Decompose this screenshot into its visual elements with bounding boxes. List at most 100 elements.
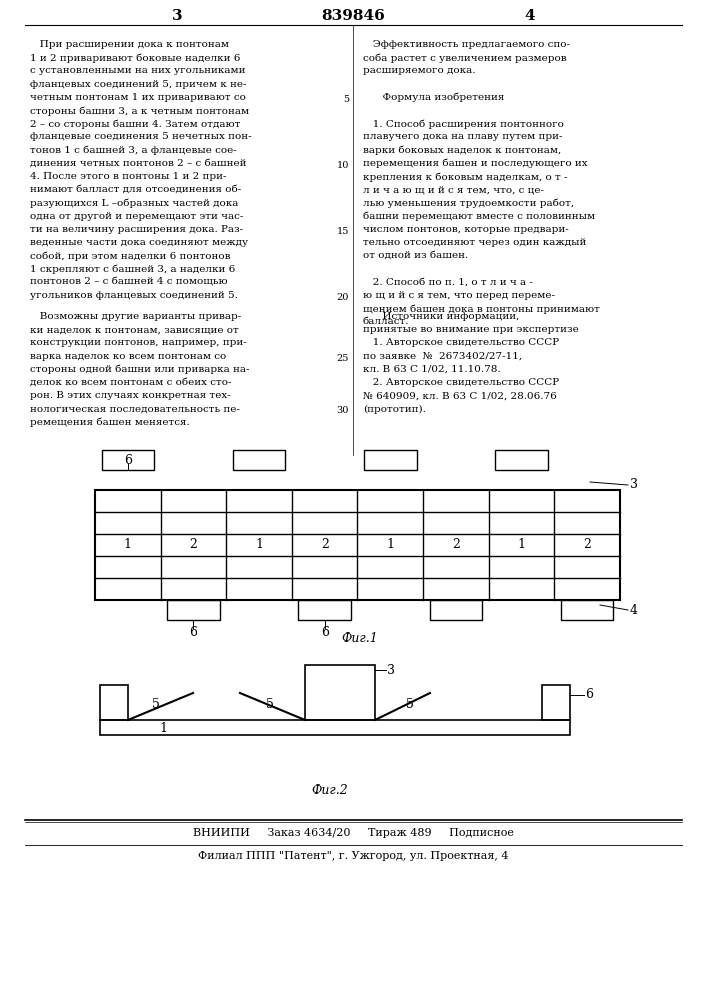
Text: с установленными на них угольниками: с установленными на них угольниками [30, 66, 245, 75]
Text: веденные части дока соединяют между: веденные части дока соединяют между [30, 238, 248, 247]
Text: 2 – со стороны башни 4. Затем отдают: 2 – со стороны башни 4. Затем отдают [30, 119, 240, 129]
Bar [100, 720, 570, 735]
Text: плавучего дока на плаву путем при-: плавучего дока на плаву путем при- [363, 132, 563, 141]
Text: 2: 2 [583, 538, 591, 552]
Text: При расширении дока к понтонам: При расширении дока к понтонам [30, 40, 229, 49]
Text: 1. Авторское свидетельство СССР: 1. Авторское свидетельство СССР [363, 338, 559, 347]
Text: Фиг.2: Фиг.2 [312, 784, 349, 796]
Text: 6: 6 [321, 626, 329, 639]
Text: фланцевых соединений 5, причем к не-: фланцевых соединений 5, причем к не- [30, 80, 247, 89]
Text: 1: 1 [518, 538, 525, 552]
Text: 20: 20 [337, 293, 349, 302]
Text: расширяемого дока.: расширяемого дока. [363, 66, 476, 75]
Text: четным понтонам 1 их приваривают со: четным понтонам 1 их приваривают со [30, 93, 246, 102]
Bar [561, 600, 614, 620]
Text: угольников фланцевых соединений 5.: угольников фланцевых соединений 5. [30, 291, 238, 300]
Text: 2: 2 [189, 538, 197, 552]
Text: конструкции понтонов, например, при-: конструкции понтонов, например, при- [30, 338, 247, 347]
Text: принятые во внимание при экспертизе: принятые во внимание при экспертизе [363, 325, 579, 334]
Bar [102, 450, 154, 470]
Text: ки наделок к понтонам, зависящие от: ки наделок к понтонам, зависящие от [30, 325, 239, 334]
Text: Возможны другие варианты привар-: Возможны другие варианты привар- [30, 312, 241, 321]
Text: стороны одной башни или приварка на-: стороны одной башни или приварка на- [30, 365, 250, 374]
Text: 1 и 2 приваривают боковые наделки 6: 1 и 2 приваривают боковые наделки 6 [30, 53, 240, 63]
Text: стороны башни 3, а к четным понтонам: стороны башни 3, а к четным понтонам [30, 106, 249, 115]
Text: собой, при этом наделки 6 понтонов: собой, при этом наделки 6 понтонов [30, 251, 230, 261]
Bar [100, 685, 128, 720]
Text: 5: 5 [343, 95, 349, 104]
Bar [167, 600, 220, 620]
Text: тельно отсоединяют через один каждый: тельно отсоединяют через один каждый [363, 238, 586, 247]
Text: числом понтонов, которые предвари-: числом понтонов, которые предвари- [363, 225, 568, 234]
Text: ю щ и й с я тем, что перед переме-: ю щ и й с я тем, что перед переме- [363, 291, 555, 300]
Bar [95, 490, 620, 600]
Text: (прототип).: (прототип). [363, 404, 426, 414]
Bar [430, 600, 482, 620]
Text: 5: 5 [266, 698, 274, 710]
Text: балласт.: балласт. [363, 317, 409, 326]
Bar [542, 685, 570, 720]
Text: 4: 4 [630, 603, 638, 616]
Bar [233, 450, 286, 470]
Text: нимают балласт для отсоединения об-: нимают балласт для отсоединения об- [30, 185, 241, 194]
Text: фланцевые соединения 5 нечетных пон-: фланцевые соединения 5 нечетных пон- [30, 132, 252, 141]
Text: Фиг.1: Фиг.1 [341, 632, 378, 645]
Text: 3: 3 [387, 664, 395, 676]
Text: перемещения башен и последующего их: перемещения башен и последующего их [363, 159, 588, 168]
Text: 10: 10 [337, 161, 349, 170]
Text: от одной из башен.: от одной из башен. [363, 251, 468, 260]
Text: 30: 30 [337, 406, 349, 415]
Text: 1 скрепляют с башней 3, а наделки 6: 1 скрепляют с башней 3, а наделки 6 [30, 264, 235, 274]
Text: 1: 1 [255, 538, 263, 552]
Text: 5: 5 [152, 698, 160, 710]
Text: 1: 1 [124, 538, 132, 552]
Text: башни перемещают вместе с половинным: башни перемещают вместе с половинным [363, 212, 595, 221]
Text: 5: 5 [406, 698, 414, 710]
Text: л и ч а ю щ и й с я тем, что, с це-: л и ч а ю щ и й с я тем, что, с це- [363, 185, 544, 194]
Bar [364, 450, 416, 470]
Text: № 640909, кл. В 63 С 1/02, 28.06.76: № 640909, кл. В 63 С 1/02, 28.06.76 [363, 391, 556, 400]
Text: 2: 2 [452, 538, 460, 552]
Text: 6: 6 [124, 454, 132, 466]
Text: 1. Способ расширения понтонного: 1. Способ расширения понтонного [363, 119, 564, 129]
Text: Источники информации,: Источники информации, [363, 312, 520, 321]
Text: щением башен дока в понтоны принимают: щением башен дока в понтоны принимают [363, 304, 600, 314]
Text: делок ко всем понтонам с обеих сто-: делок ко всем понтонам с обеих сто- [30, 378, 231, 387]
Text: ремещения башен меняется.: ремещения башен меняется. [30, 418, 189, 427]
Text: 1: 1 [386, 538, 395, 552]
Bar [496, 450, 548, 470]
Bar [305, 665, 375, 720]
Bar [298, 600, 351, 620]
Text: 25: 25 [337, 354, 349, 363]
Text: 4. После этого в понтоны 1 и 2 при-: 4. После этого в понтоны 1 и 2 при- [30, 172, 226, 181]
Text: кл. В 63 С 1/02, 11.10.78.: кл. В 63 С 1/02, 11.10.78. [363, 365, 501, 374]
Text: 6: 6 [585, 688, 593, 702]
Text: соба растет с увеличением размеров: соба растет с увеличением размеров [363, 53, 566, 63]
Text: 15: 15 [337, 227, 349, 236]
Text: 2. Способ по п. 1, о т л и ч а -: 2. Способ по п. 1, о т л и ч а - [363, 278, 533, 287]
Text: 839846: 839846 [321, 9, 385, 23]
Text: тонов 1 с башней 3, а фланцевые сое-: тонов 1 с башней 3, а фланцевые сое- [30, 146, 237, 155]
Text: 2: 2 [321, 538, 329, 552]
Text: 1: 1 [159, 722, 167, 734]
Text: 3: 3 [630, 479, 638, 491]
Text: нологическая последовательность пе-: нологическая последовательность пе- [30, 404, 240, 413]
Text: варки боковых наделок к понтонам,: варки боковых наделок к понтонам, [363, 146, 561, 155]
Text: 3: 3 [172, 9, 182, 23]
Text: понтонов 2 – с башней 4 с помощью: понтонов 2 – с башней 4 с помощью [30, 278, 228, 287]
Text: варка наделок ко всем понтонам со: варка наделок ко всем понтонам со [30, 352, 226, 361]
Text: рон. В этих случаях конкретная тех-: рон. В этих случаях конкретная тех- [30, 391, 230, 400]
Text: Филиал ППП "Патент", г. Ужгород, ул. Проектная, 4: Филиал ППП "Патент", г. Ужгород, ул. Про… [198, 851, 508, 861]
Text: динения четных понтонов 2 – с башней: динения четных понтонов 2 – с башней [30, 159, 247, 168]
Text: 6: 6 [189, 626, 197, 639]
Text: 4: 4 [525, 9, 535, 23]
Text: ти на величину расширения дока. Раз-: ти на величину расширения дока. Раз- [30, 225, 243, 234]
Text: по заявке  №  2673402/27-11,: по заявке № 2673402/27-11, [363, 352, 522, 361]
Text: лью уменьшения трудоемкости работ,: лью уменьшения трудоемкости работ, [363, 198, 574, 208]
Text: крепления к боковым наделкам, о т -: крепления к боковым наделкам, о т - [363, 172, 568, 182]
Text: разующихся L –образных частей дока: разующихся L –образных частей дока [30, 198, 238, 208]
Text: 2. Авторское свидетельство СССР: 2. Авторское свидетельство СССР [363, 378, 559, 387]
Text: одна от другой и перемещают эти час-: одна от другой и перемещают эти час- [30, 212, 243, 221]
Text: Эффективность предлагаемого спо-: Эффективность предлагаемого спо- [363, 40, 570, 49]
Text: Формула изобретения: Формула изобретения [363, 93, 504, 102]
